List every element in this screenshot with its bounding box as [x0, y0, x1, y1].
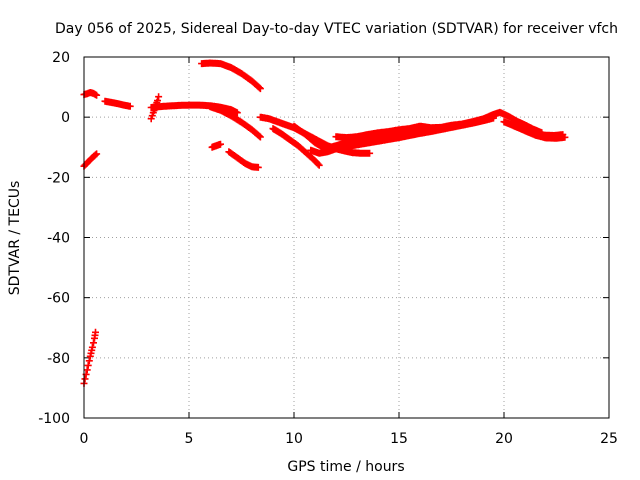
y-tick-label: -40 [47, 231, 70, 247]
y-tick-label: -100 [38, 411, 70, 427]
series-arc-10 [225, 148, 262, 171]
y-axis-label: SDTVAR / TECUs [7, 181, 23, 296]
axis-ticks: 0 5 10 15 20 25 -100 -80 -60 -40 -20 0 20 [38, 50, 618, 447]
x-tick-label: 0 [80, 431, 89, 447]
x-tick-label: 5 [185, 431, 194, 447]
data-point-markers [198, 59, 264, 93]
data-point-markers [206, 103, 264, 141]
data-point-markers [534, 131, 567, 139]
series-arc-15 [332, 108, 546, 142]
series-arc-17 [534, 131, 567, 139]
y-tick-label: -20 [47, 170, 70, 186]
x-tick-label: 25 [600, 431, 618, 447]
data-point-markers [332, 108, 546, 142]
data-point-markers [101, 97, 134, 110]
series-arc-1 [80, 89, 101, 99]
data-point-markers [80, 150, 101, 170]
grid-lines [84, 57, 609, 418]
series-arc-2 [80, 150, 101, 170]
series-arc-9 [208, 140, 224, 151]
y-tick-label: 20 [52, 50, 70, 66]
series-arc-12 [269, 125, 323, 169]
x-tick-label: 20 [495, 431, 513, 447]
chart-title: Day 056 of 2025, Sidereal Day-to-day VTE… [55, 21, 618, 37]
data-point-markers [80, 89, 101, 99]
y-tick-label: 0 [61, 110, 70, 126]
data-point-markers [225, 148, 262, 171]
series-arc-8 [206, 103, 264, 141]
series-arc-4 [101, 97, 134, 110]
data-point-markers [269, 125, 323, 169]
data-point-markers [208, 140, 224, 151]
x-axis-label: GPS time / hours [287, 459, 404, 475]
x-tick-label: 15 [390, 431, 408, 447]
data-points [80, 59, 569, 387]
y-tick-label: -80 [47, 351, 70, 367]
plot-frame [83, 56, 610, 419]
y-tick-label: -60 [47, 291, 70, 307]
x-tick-label: 10 [285, 431, 303, 447]
series-arc-7 [198, 59, 264, 93]
